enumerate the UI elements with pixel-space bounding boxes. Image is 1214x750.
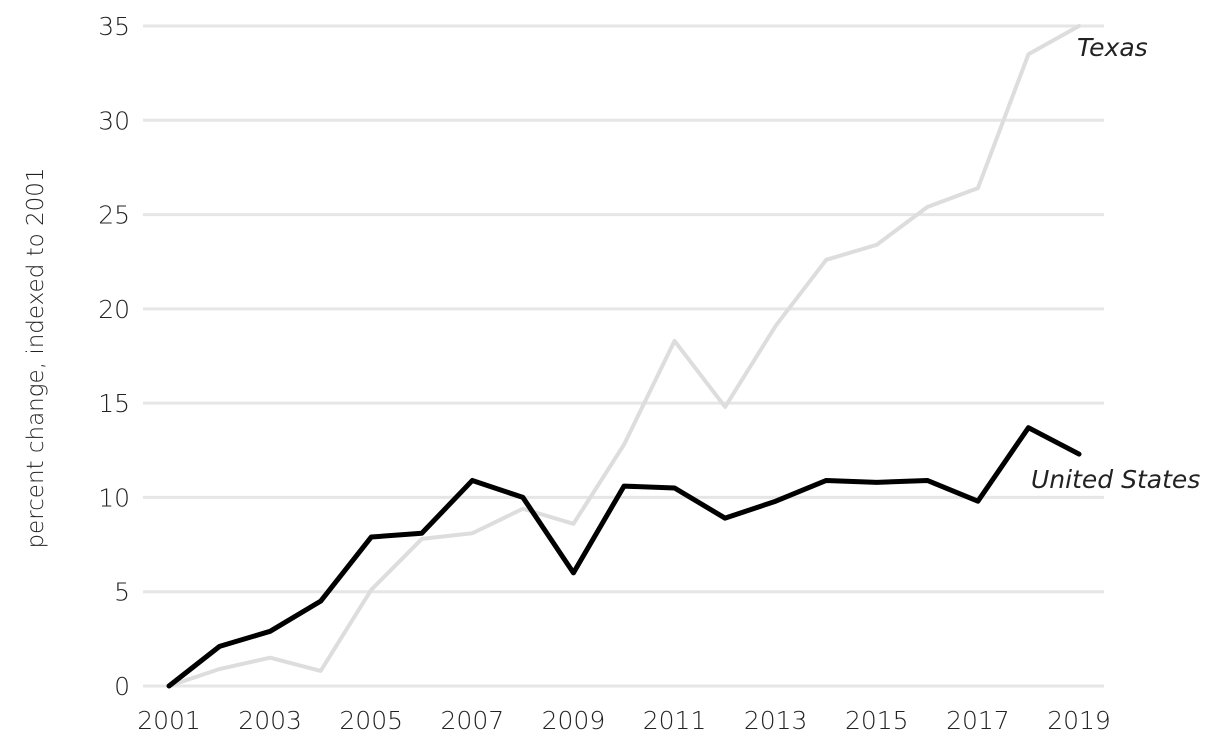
series-labels: Texas United States xyxy=(1031,33,1200,494)
x-tick-label: 2017 xyxy=(946,706,1010,735)
y-axis-ticks: 0 5 10 15 20 25 30 35 xyxy=(98,12,130,701)
series-lines xyxy=(166,24,1082,689)
x-tick-label: 2011 xyxy=(643,706,707,735)
x-tick-label: 2003 xyxy=(238,706,302,735)
y-tick-label: 15 xyxy=(98,389,130,418)
y-tick-label: 30 xyxy=(98,106,130,135)
x-tick-label: 2001 xyxy=(137,706,201,735)
y-tick-label: 0 xyxy=(114,672,130,701)
series-line-texas xyxy=(167,24,1081,688)
y-tick-label: 35 xyxy=(98,12,130,41)
y-axis-label: percent change, indexed to 2001 xyxy=(23,167,49,548)
x-tick-label: 2005 xyxy=(339,706,403,735)
x-tick-label: 2007 xyxy=(441,706,505,735)
x-axis-ticks: 2001 2003 2005 2007 2009 2011 2013 2015 2017 2019 xyxy=(137,706,1111,735)
y-tick-label: 20 xyxy=(98,295,130,324)
x-tick-label: 2009 xyxy=(542,706,606,735)
x-tick-label: 2013 xyxy=(744,706,808,735)
series-label-texas: Texas xyxy=(1077,33,1148,62)
x-tick-label: 2019 xyxy=(1047,706,1111,735)
y-tick-label: 5 xyxy=(114,578,130,607)
y-tick-label: 10 xyxy=(98,483,130,512)
y-tick-label: 25 xyxy=(98,201,130,230)
x-tick-label: 2015 xyxy=(845,706,909,735)
gridlines xyxy=(143,24,1104,688)
series-line-united-states xyxy=(166,425,1082,689)
series-label-united-states: United States xyxy=(1031,465,1200,494)
